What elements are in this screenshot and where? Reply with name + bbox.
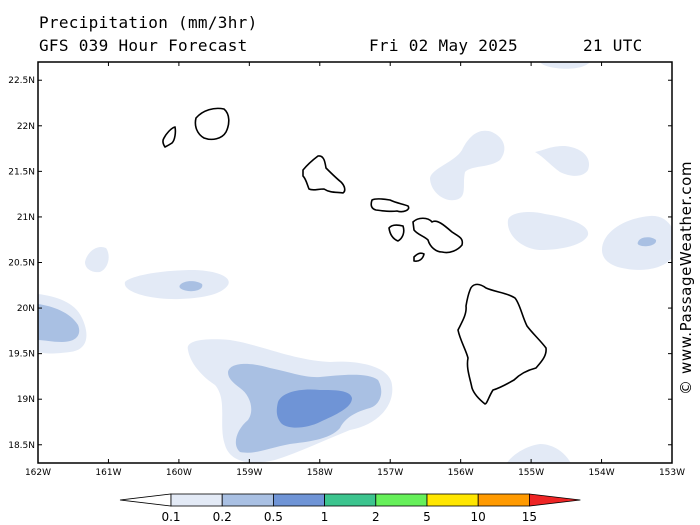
x-tick-label: 158W <box>307 468 333 478</box>
colorbar-right-arrow <box>529 493 581 507</box>
x-tick-label: 155W <box>518 468 544 478</box>
oahu-island <box>302 155 346 194</box>
chart-title: Precipitation (mm/3hr) <box>39 13 258 32</box>
precip-area-bottom <box>506 444 571 463</box>
colorbar-level-label: 15 <box>522 510 537 524</box>
colorbar-segment <box>170 493 223 507</box>
kahoolawe-island <box>413 252 425 262</box>
y-tick-label: 22N <box>17 122 35 132</box>
x-tick-label: 160W <box>166 468 192 478</box>
colorbar-level-label: 1 <box>321 510 329 524</box>
precip-area-top <box>540 62 590 69</box>
precip-area-155w <box>535 146 590 176</box>
x-tick-label: 162W <box>25 468 51 478</box>
precipitation-field <box>38 62 672 463</box>
precip-core-west <box>38 304 80 342</box>
forecast-date: Fri 02 May 2025 <box>369 36 518 55</box>
colorbar-level-label: 2 <box>372 510 380 524</box>
y-tick-label: 20.5N <box>8 259 35 269</box>
y-tick-label: 20N <box>17 304 35 314</box>
color-scale-legend: 0.1 0.2 0.5 1 2 5 10 15 <box>119 493 581 524</box>
colorbar-left-arrow <box>119 493 172 507</box>
hawaii-big-island <box>457 283 547 405</box>
colorbar-segment <box>375 493 428 507</box>
x-tick-label: 161W <box>95 468 121 478</box>
forecast-time: 21 UTC <box>583 36 643 55</box>
colorbar-level-label: 0.2 <box>213 510 232 524</box>
y-tick-label: 21.5N <box>8 167 35 177</box>
colorbar-segment <box>426 493 479 507</box>
colorbar-segment <box>221 493 274 507</box>
x-tick-label: 154W <box>589 468 615 478</box>
map-axes <box>37 62 673 463</box>
precip-core-160w <box>179 281 203 292</box>
colorbar-segment <box>324 493 377 507</box>
colorbar-level-label: 0.1 <box>161 510 180 524</box>
forecast-model-label: GFS 039 Hour Forecast <box>39 36 248 55</box>
x-tick-label: 153W <box>659 468 685 478</box>
x-tick-label: 157W <box>377 468 403 478</box>
precip-area-153_7w <box>602 215 672 270</box>
y-tick-label: 19.5N <box>8 350 35 360</box>
hawaiian-islands <box>162 107 547 405</box>
maui-island <box>412 217 464 254</box>
precip-core-153_7w <box>637 237 657 247</box>
y-tick-label: 19N <box>17 395 35 405</box>
x-tick-label: 159W <box>236 468 262 478</box>
colorbar-level-label: 5 <box>423 510 431 524</box>
x-tick-label: 156W <box>448 468 474 478</box>
precip-area-160w <box>124 270 229 300</box>
precip-max-south <box>276 389 352 428</box>
niihau-island <box>162 126 177 148</box>
kauai-island <box>194 107 230 141</box>
lanai-island <box>388 224 405 242</box>
colorbar-segment <box>477 493 530 507</box>
precip-area-154_8w <box>507 212 589 250</box>
colorbar-level-label: 0.5 <box>264 510 283 524</box>
molokai-island <box>370 198 410 213</box>
colorbar-level-label: 10 <box>471 510 486 524</box>
colorbar-segment <box>272 493 325 507</box>
precip-area-north-molokai <box>430 130 505 201</box>
y-tick-label: 22.5N <box>8 76 35 86</box>
precip-area-161w <box>85 246 109 273</box>
y-tick-label: 18.5N <box>8 441 35 451</box>
y-tick-label: 21N <box>17 213 35 223</box>
